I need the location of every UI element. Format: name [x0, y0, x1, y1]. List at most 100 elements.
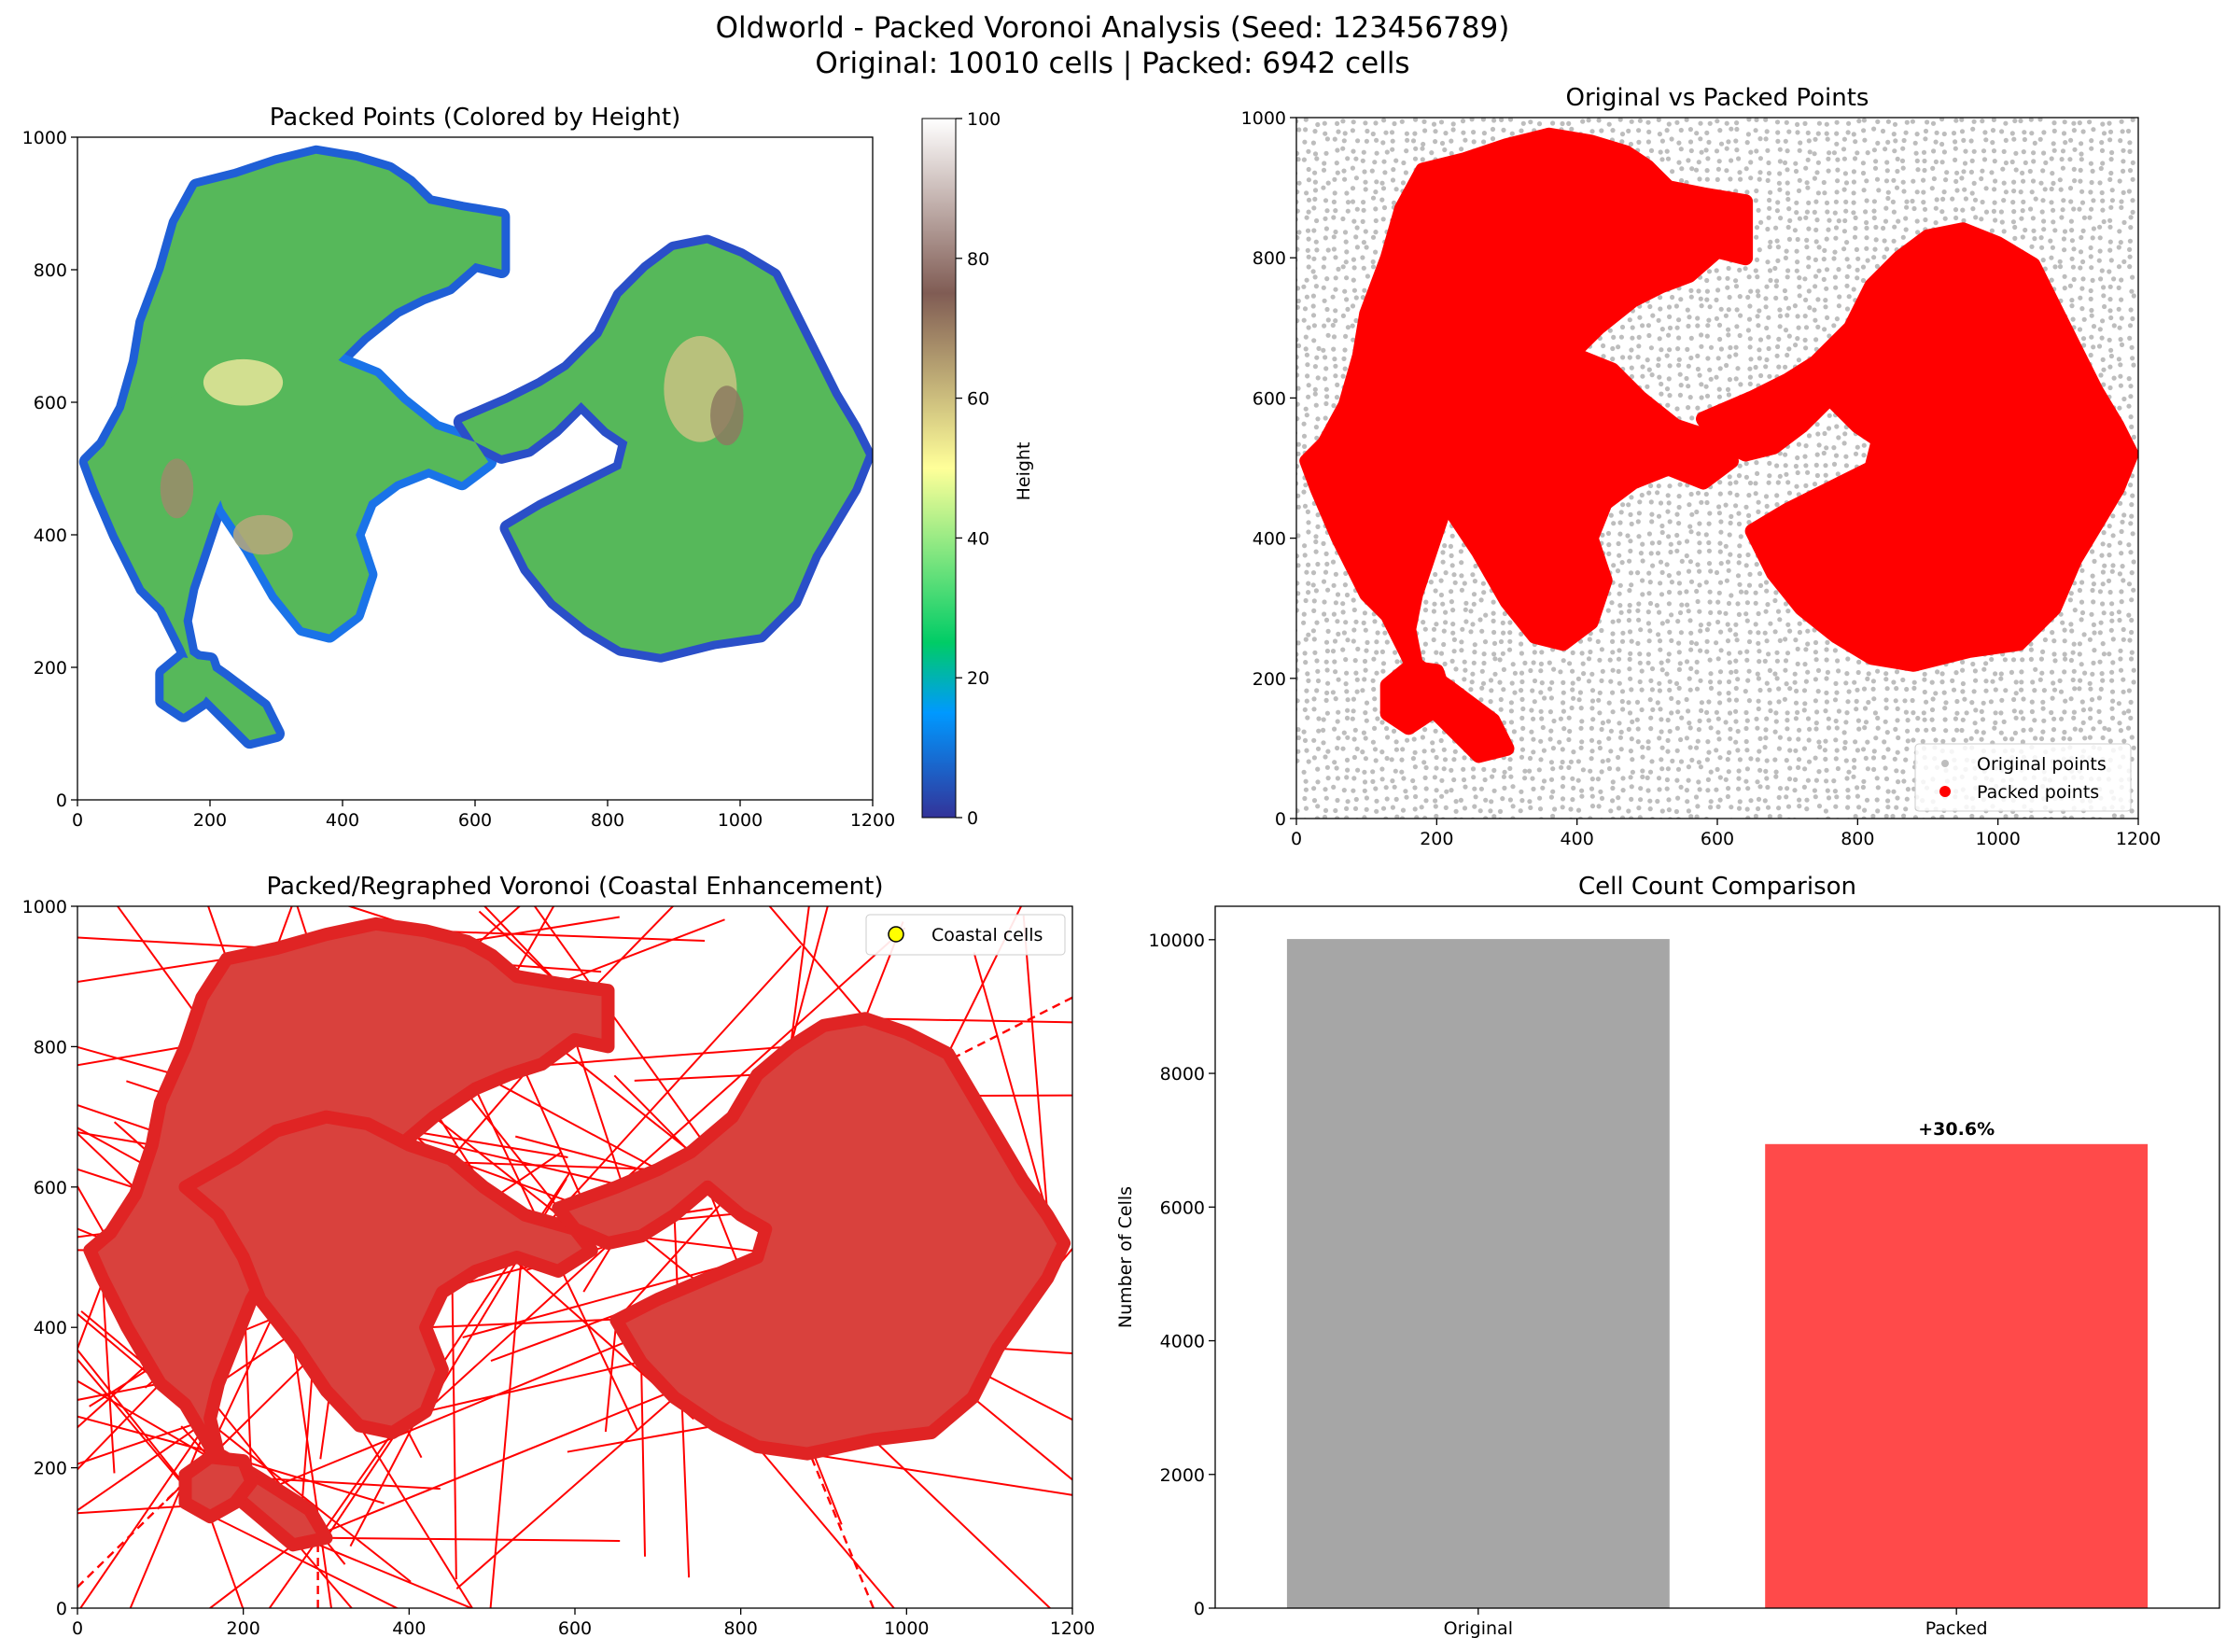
original-point [1735, 493, 1740, 497]
original-point [1501, 621, 1505, 625]
original-point [1647, 531, 1652, 536]
original-point [1547, 687, 1552, 692]
original-point [1659, 500, 1663, 505]
original-point [1833, 681, 1838, 686]
original-point [2019, 679, 2023, 684]
original-point [1685, 659, 1689, 664]
original-point [1990, 679, 1995, 684]
original-point [1324, 796, 1329, 801]
original-point [1747, 572, 1752, 577]
original-point [2110, 660, 2115, 665]
original-point [1617, 619, 1621, 623]
original-point [1647, 638, 1652, 643]
original-point [1813, 650, 1818, 654]
original-point [1473, 642, 1477, 647]
original-point [1734, 324, 1739, 329]
original-point [1735, 601, 1740, 606]
original-point [1737, 522, 1742, 526]
original-point [1550, 790, 1555, 794]
original-point [1313, 274, 1318, 279]
original-point [2032, 688, 2037, 693]
original-point [1894, 768, 1898, 773]
original-point [1610, 786, 1615, 791]
original-point [1295, 318, 1299, 323]
original-point [2028, 727, 2033, 732]
original-point [1748, 630, 1753, 635]
original-point [1728, 377, 1732, 382]
original-point [1303, 660, 1308, 665]
original-point [1503, 770, 1507, 775]
original-point [1421, 735, 1425, 739]
original-point [1539, 650, 1544, 654]
original-point [1292, 510, 1296, 514]
original-point [1911, 710, 1915, 715]
original-point [1391, 805, 1395, 810]
original-point [2081, 721, 2086, 725]
original-point [1571, 696, 1575, 701]
original-point [1292, 796, 1296, 801]
original-point [1699, 297, 1703, 301]
original-point [1935, 669, 1939, 674]
original-point [2041, 719, 2046, 723]
original-point [1786, 346, 1791, 351]
original-point [1365, 719, 1369, 723]
original-point [1709, 799, 1714, 804]
original-point [1883, 697, 1888, 702]
original-point [1336, 267, 1340, 272]
original-point [1735, 637, 1740, 642]
original-point [1507, 766, 1512, 771]
original-point [1589, 749, 1594, 753]
original-point [2129, 700, 2134, 705]
original-point [2121, 637, 2126, 642]
original-point [1324, 691, 1329, 695]
original-point [1334, 275, 1338, 280]
original-point [1636, 739, 1641, 744]
original-point [1842, 746, 1847, 750]
original-point [1844, 463, 1849, 468]
original-point [1331, 690, 1336, 694]
original-point [1520, 748, 1525, 752]
original-point [1894, 805, 1898, 810]
original-point [1658, 306, 1662, 311]
original-point [2052, 658, 2057, 663]
original-point [1561, 805, 1565, 809]
original-point [1304, 806, 1309, 811]
original-point [1669, 710, 1673, 715]
original-point [2082, 671, 2087, 676]
original-point [1606, 736, 1611, 741]
original-point [1370, 779, 1375, 784]
original-point [1705, 739, 1710, 744]
original-point [1304, 749, 1309, 753]
original-point [1440, 602, 1445, 607]
original-point [1896, 779, 1900, 784]
original-point [1468, 629, 1473, 634]
original-point [1558, 669, 1562, 674]
original-point [1715, 287, 1720, 292]
original-point [1312, 637, 1317, 641]
original-point [1667, 807, 1672, 812]
original-point [1754, 491, 1758, 496]
figure-title-line2: Original: 10010 cells | Packed: 6942 cel… [815, 47, 1409, 80]
original-point [2112, 813, 2117, 818]
original-point [1352, 736, 1357, 741]
original-point [1994, 687, 1998, 692]
original-point [1315, 416, 1320, 421]
original-point [1630, 757, 1634, 762]
original-point [1664, 672, 1669, 677]
original-point [1793, 680, 1798, 685]
original-point [1687, 502, 1691, 507]
original-point [1303, 306, 1308, 311]
original-point [1757, 707, 1761, 711]
original-point [1717, 700, 1722, 705]
original-point [1748, 357, 1753, 361]
original-point [1796, 314, 1800, 318]
original-point [1519, 641, 1523, 646]
original-point [1952, 737, 1956, 742]
original-point [1462, 755, 1466, 760]
original-point [1754, 622, 1758, 626]
original-point [1355, 747, 1360, 751]
original-point [1775, 354, 1780, 358]
original-point [2079, 728, 2083, 733]
original-point [1855, 688, 1859, 693]
original-point [1822, 277, 1827, 282]
